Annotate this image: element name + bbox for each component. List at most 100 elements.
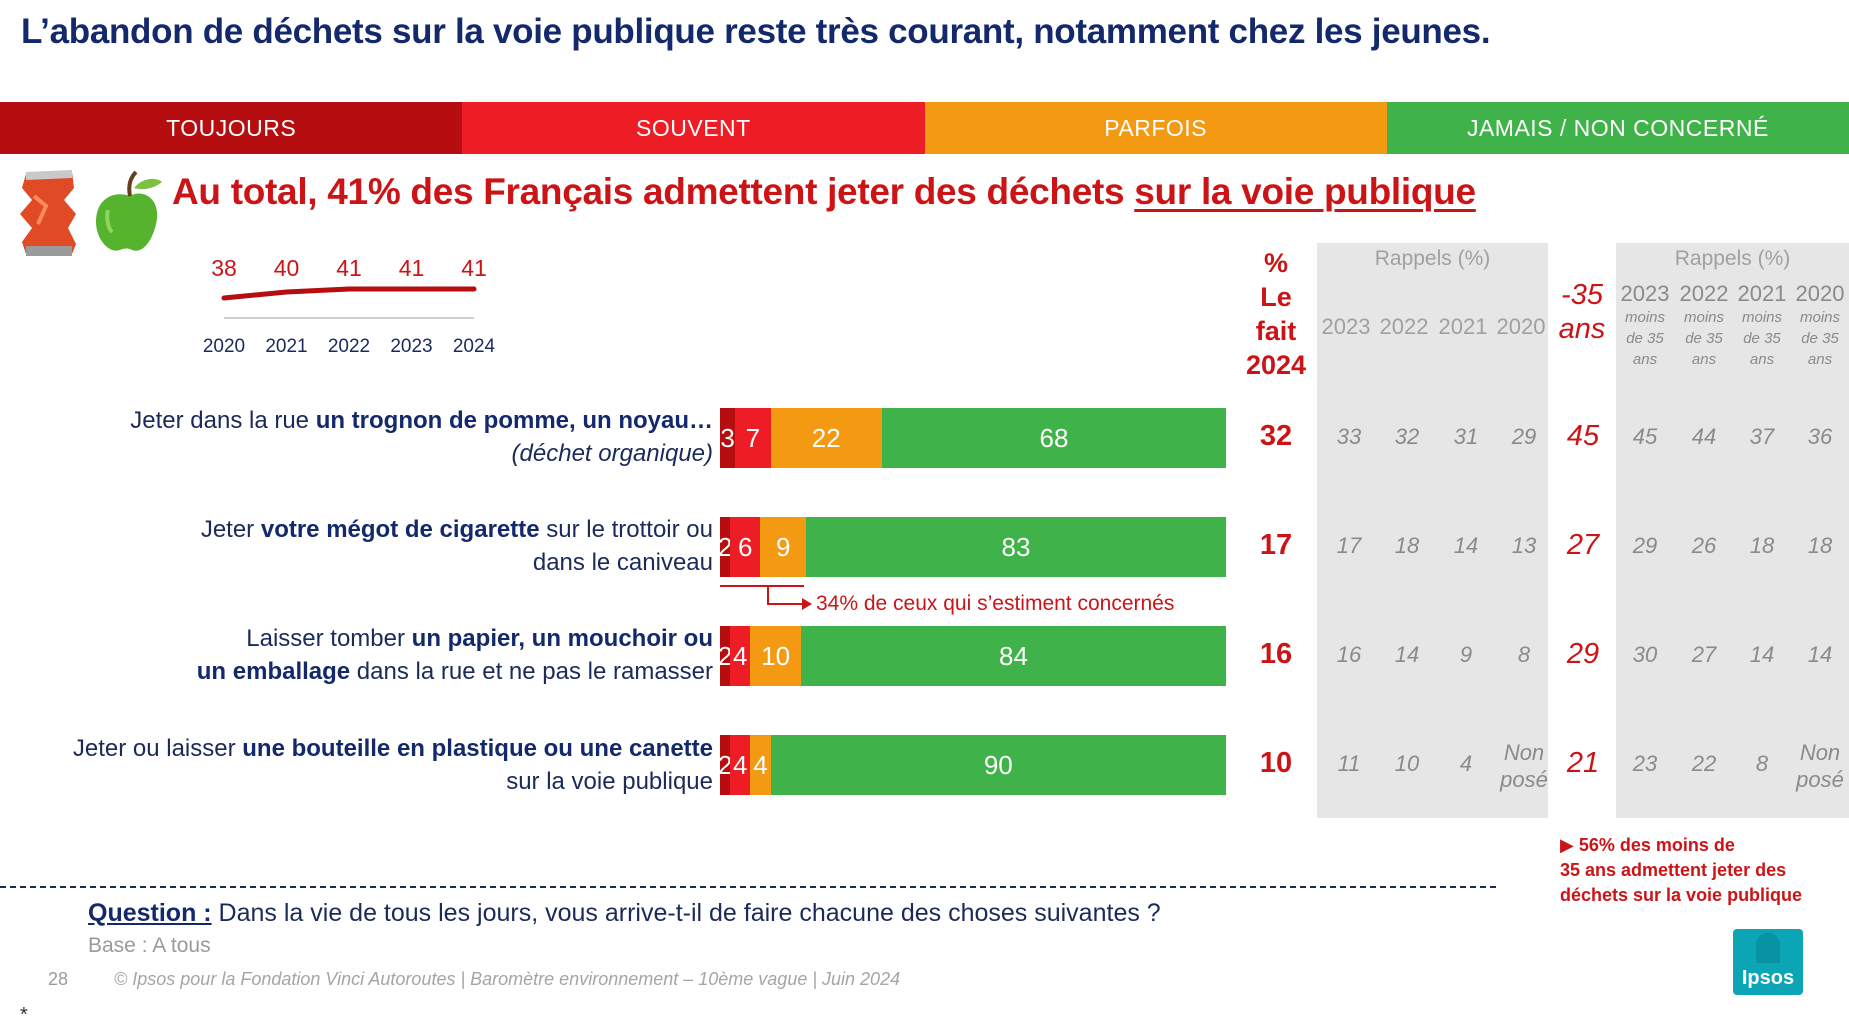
concerned-arrow-icon — [720, 585, 812, 610]
young-year-2021-sub: moins de 35 ans — [1741, 309, 1782, 368]
rappel-value-2023: 17 — [1336, 533, 1362, 558]
trend-line-chart: 38 2020 40 2021 41 2022 41 2023 41 2024 — [203, 255, 496, 357]
bar-value-label: 68 — [1039, 422, 1069, 453]
young-year-2021-label: 2021 — [1737, 281, 1787, 306]
young-year-2023: 2023 moins de 35 ans — [1616, 281, 1674, 370]
rappel-value-2020: Non posé — [1500, 740, 1548, 792]
item-0-bold: un trognon de pomme, un noyau… — [315, 407, 713, 434]
item-1-pre: Jeter — [200, 516, 261, 543]
bar-value-label: 84 — [999, 640, 1028, 671]
bar-value-label: 4 — [753, 749, 768, 780]
headline-underlined: sur la voie publique — [1134, 171, 1476, 212]
bar-segment-parfois: 4 — [750, 735, 771, 795]
item-3-pre: Jeter ou laisser — [72, 735, 243, 762]
trend-x-tick-label: 2023 — [390, 336, 432, 357]
rappel-young-value-2022: 27 — [1691, 642, 1717, 667]
apple-icon — [96, 170, 162, 251]
bar-value-label: 4 — [732, 749, 748, 780]
rappel-value-2020: 8 — [1517, 642, 1531, 667]
headline: Au total, 41% des Français admettent jet… — [172, 171, 1476, 213]
trend-value-label: 41 — [336, 255, 362, 281]
rappel-value-2021: 14 — [1453, 533, 1479, 558]
bar-segment-jamais: 83 — [806, 517, 1226, 577]
year-2021: 2021 — [1438, 314, 1488, 339]
rappel-young-value-2023: 29 — [1632, 533, 1658, 558]
rappel-value-2023: 33 — [1336, 424, 1362, 449]
trend-x-tick-label: 2022 — [328, 336, 370, 357]
bar-value-label: 6 — [738, 531, 753, 562]
rappel-value-2022: 18 — [1394, 533, 1420, 558]
question-label: Question : — [88, 899, 212, 927]
trend-value-label: 41 — [399, 255, 425, 281]
bar-value-label: 2 — [717, 531, 733, 562]
rappel-value-2021: 31 — [1453, 424, 1479, 449]
rappel-young-value-2020: Non posé — [1796, 740, 1844, 792]
year-2022: 2022 — [1379, 314, 1429, 339]
rappel-value-2022: 14 — [1394, 642, 1420, 667]
item-label-bouteille: Jeter ou laisser une bouteille en plasti… — [73, 732, 713, 798]
le-fait-header-l3: fait — [1255, 316, 1297, 346]
rappel-young-value-2022: 26 — [1691, 533, 1717, 558]
bar-segment-souvent: 4 — [730, 735, 751, 795]
rappel-young-value-2023: 23 — [1632, 751, 1658, 776]
item-1-post: sur le trottoir ou — [539, 516, 713, 543]
legend-souvent: SOUVENT — [462, 102, 925, 154]
young-note-l3: déchets sur la voie publique — [1560, 885, 1803, 905]
legend-band: TOUJOURS SOUVENT PARFOIS JAMAIS / NON CO… — [0, 102, 1849, 154]
rappel-value-2022: 10 — [1394, 751, 1420, 776]
bar-row: 2 6 9 83 — [717, 517, 1226, 577]
young-header: -35 ans — [1549, 278, 1615, 346]
young-2024-value: 45 — [1566, 420, 1600, 452]
rappels-young-header: Rappels (%) — [1674, 247, 1791, 270]
bar-segment-jamais: 68 — [881, 408, 1226, 468]
rappels-years: 2023 2022 2021 2020 — [1317, 314, 1548, 344]
rappel-value-2021: 4 — [1459, 751, 1473, 776]
bar-segment-souvent: 4 — [730, 626, 751, 686]
bar-segment-toujours: 2 — [718, 626, 732, 686]
rappel-value-2022: 32 — [1394, 424, 1420, 449]
trend-value-label: 41 — [461, 255, 487, 281]
bar-segment-souvent: 7 — [735, 408, 771, 468]
ipsos-logo-text: Ipsos — [1741, 967, 1795, 989]
young-2024-value: 21 — [1566, 747, 1600, 779]
rappels-young-years: 2023 moins de 35 ans 2022 moins de 35 an… — [1616, 281, 1849, 376]
trend-value-label: 40 — [274, 255, 300, 281]
young-year-2023-sub: moins de 35 ans — [1624, 309, 1665, 368]
young-year-2020-label: 2020 — [1795, 281, 1845, 306]
bar-value-label: 7 — [745, 422, 761, 453]
item-1-bold: votre mégot de cigarette — [260, 516, 540, 543]
item-label-megot: Jeter votre mégot de cigarette sur le tr… — [201, 513, 713, 579]
young-note-l2: 35 ans admettent jeter des — [1560, 860, 1787, 880]
le-fait-value: 10 — [1259, 747, 1293, 779]
young-year-2021: 2021 moins de 35 ans — [1733, 281, 1791, 370]
rappels-column-bg — [1317, 243, 1548, 818]
young-header-l2: ans — [1558, 313, 1606, 345]
le-fait-value: 17 — [1259, 529, 1293, 561]
rappels-young-column-bg — [1616, 243, 1849, 818]
year-2023: 2023 — [1321, 314, 1371, 339]
young-year-2022-label: 2022 — [1679, 281, 1729, 306]
bar-segment-souvent: 6 — [730, 517, 761, 577]
concerned-annotation: 34% de ceux qui s’estiment concernés — [816, 592, 1175, 615]
rappel-young-value-2021: 8 — [1755, 751, 1769, 776]
young-year-2020-sub: moins de 35 ans — [1799, 309, 1840, 368]
bar-value-label: 83 — [1001, 531, 1031, 562]
young-2024-value: 29 — [1566, 638, 1600, 670]
item-3-bold: une bouteille en plastique ou une canett… — [242, 735, 713, 762]
dashed-divider — [0, 886, 1496, 888]
rappel-value-2023: 16 — [1336, 642, 1362, 667]
year-2020: 2020 — [1496, 314, 1546, 339]
trend-value-label: 38 — [211, 255, 237, 281]
legend-toujours: TOUJOURS — [0, 102, 463, 154]
litter-icons — [20, 170, 162, 256]
rappel-value-2020: 13 — [1511, 533, 1537, 558]
item-2-line2: dans la rue et ne pas le ramasser — [350, 658, 713, 685]
item-1-line2: dans le caniveau — [532, 549, 713, 576]
bar-value-label: 3 — [720, 422, 735, 453]
bar-row: 2 4 10 84 — [718, 626, 1226, 686]
le-fait-header: % Le fait 2024 — [1236, 246, 1316, 382]
bar-value-label: 9 — [776, 531, 791, 562]
rappel-young-value-2021: 14 — [1749, 642, 1775, 667]
page-title: L’abandon de déchets sur la voie publiqu… — [21, 12, 1491, 51]
young-2024-value: 27 — [1566, 529, 1600, 561]
